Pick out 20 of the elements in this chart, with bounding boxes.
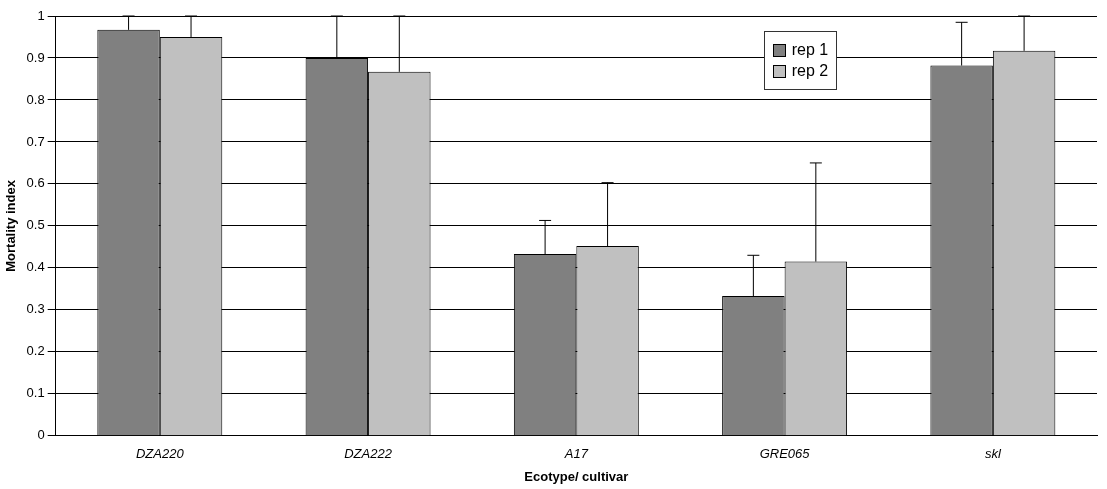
y-tick-label: 0 [37,427,45,443]
y-tick-label: 0.9 [26,49,45,65]
y-tick-label: 0.6 [26,175,45,191]
x-tick-label: GRE065 [759,446,811,462]
legend-label: rep 2 [791,62,829,80]
y-tick-label: 0.7 [26,133,45,149]
y-axis-title: Mortality index [3,179,19,272]
y-tick-label: 0.5 [26,217,45,233]
x-tick-label: DZA222 [344,446,393,462]
y-tick-label: 0.1 [26,385,45,401]
x-tick-label: skl [984,446,1002,462]
legend-label: rep 1 [791,41,829,59]
y-tick-label: 0.4 [26,259,45,275]
x-axis-title: Ecotype/ cultivar [524,468,629,484]
x-tick-label: DZA220 [135,446,185,462]
x-tick-label: A17 [563,446,589,462]
y-tick-label: 0.2 [26,343,45,359]
y-tick-label: 0.8 [26,91,45,107]
y-tick-label: 1 [37,7,45,23]
y-tick-label: 0.3 [26,301,45,317]
